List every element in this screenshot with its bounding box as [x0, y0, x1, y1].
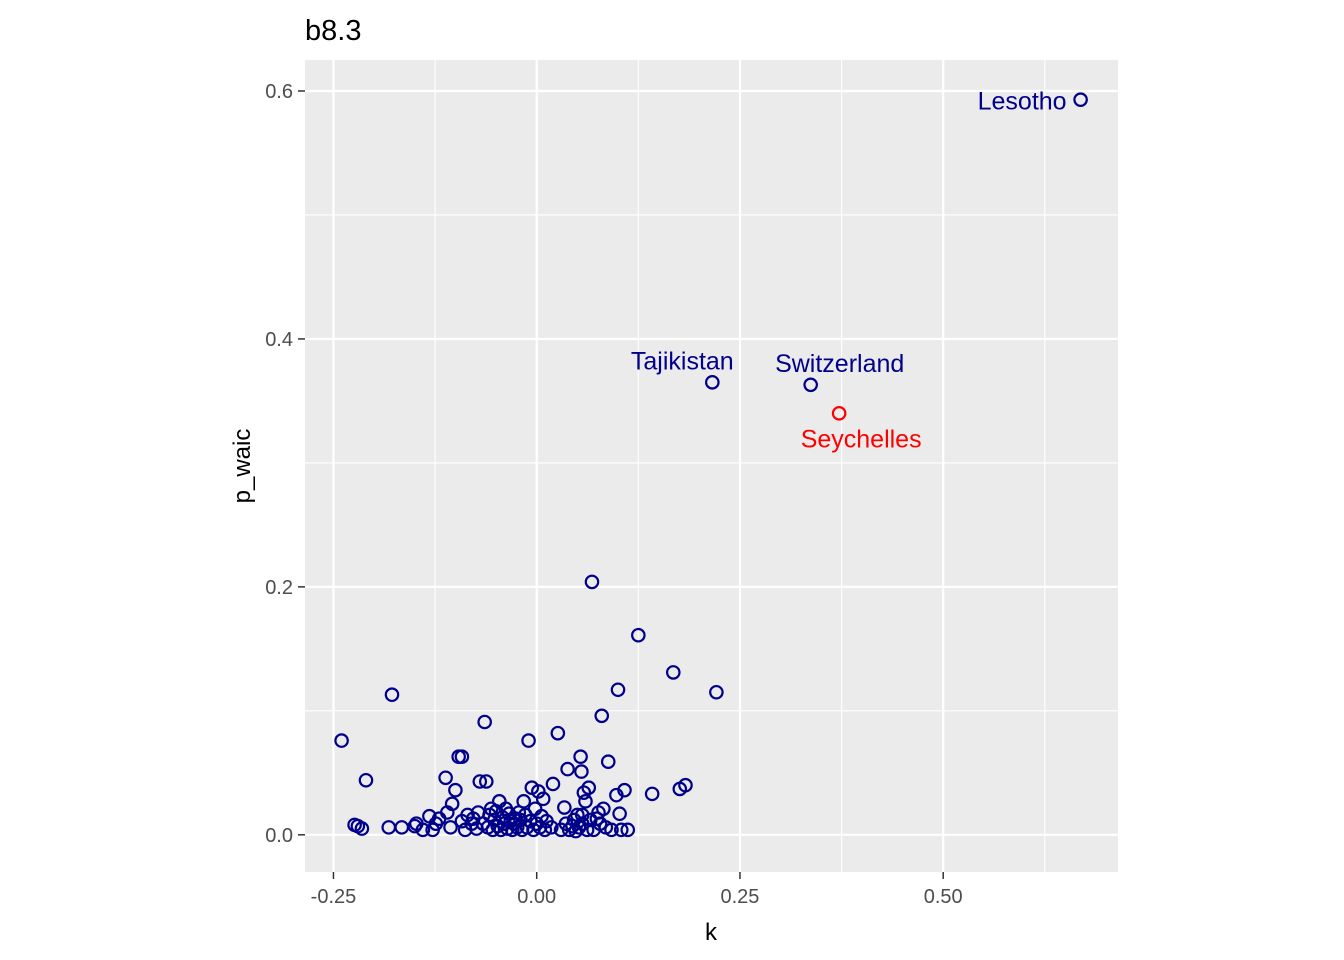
- y-tick-label: 0.2: [265, 577, 293, 599]
- data-point: [594, 708, 610, 724]
- data-point: [574, 764, 589, 779]
- data-point: [550, 725, 566, 741]
- data-point: [600, 754, 616, 769]
- data-point: [535, 791, 551, 807]
- data-point: [454, 749, 470, 765]
- data-point: [557, 800, 572, 815]
- data-point: [472, 774, 488, 789]
- data-point: [521, 733, 536, 748]
- data-point: [604, 822, 619, 838]
- data-point-switzerland: [803, 377, 818, 393]
- data-point: [354, 821, 370, 836]
- data-point: [620, 822, 636, 838]
- data-point: [560, 761, 575, 777]
- data-point: [578, 794, 593, 809]
- data-point: [478, 774, 494, 789]
- data-point: [443, 820, 458, 835]
- y-axis-title: p_waic: [229, 429, 256, 504]
- data-point: [477, 714, 492, 730]
- data-point-seychelles: [831, 406, 847, 421]
- data-point: [358, 772, 374, 788]
- data-point: [415, 822, 431, 838]
- chart-title: b8.3: [305, 15, 361, 47]
- data-point: [537, 822, 553, 838]
- data-point: [444, 796, 460, 812]
- data-point: [579, 822, 595, 838]
- x-tick-label: 0.50: [924, 886, 963, 908]
- data-point: [448, 782, 463, 798]
- data-point: [631, 627, 646, 643]
- x-axis-ticks: -0.25 0.00 0.25 0.50: [311, 872, 963, 908]
- data-points: [334, 92, 1088, 839]
- data-point: [678, 777, 693, 793]
- x-tick-label: 0.00: [517, 886, 556, 908]
- data-point: [709, 684, 724, 700]
- grid-major-lines: [305, 60, 1118, 872]
- data-point: [544, 820, 559, 835]
- plot-panel: [305, 60, 1118, 872]
- data-point: [584, 574, 600, 590]
- data-point: [612, 806, 627, 822]
- data-point: [665, 665, 681, 680]
- data-point: [644, 786, 660, 802]
- point-label-switzerland: Switzerland: [775, 350, 904, 378]
- data-point: [384, 687, 400, 703]
- point-label-lesotho: Lesotho: [978, 88, 1067, 116]
- grid-minor-lines: [305, 60, 1118, 872]
- data-point: [617, 782, 632, 798]
- data-point: [531, 784, 546, 799]
- y-tick-label: 0.4: [265, 329, 293, 351]
- x-axis-title: k: [705, 919, 718, 946]
- data-point: [516, 794, 531, 809]
- data-point: [610, 682, 626, 698]
- data-point: [613, 822, 629, 838]
- data-point: [596, 801, 611, 817]
- x-tick-label: 0.25: [720, 886, 759, 908]
- data-point-tajikistan: [705, 375, 720, 390]
- y-tick-label: 0.6: [265, 81, 293, 103]
- x-tick-label: -0.25: [311, 886, 357, 908]
- y-tick-label: 0.0: [265, 825, 293, 847]
- data-point: [438, 770, 453, 786]
- data-point: [573, 749, 588, 765]
- point-labels: Lesotho Tajikistan Switzerland Seychelles: [631, 88, 1067, 454]
- data-point-lesotho: [1073, 92, 1088, 107]
- data-point: [581, 780, 597, 796]
- y-axis-ticks: 0.0 0.2 0.4 0.6: [265, 81, 305, 847]
- data-point: [545, 776, 561, 792]
- data-point: [334, 733, 349, 748]
- point-label-seychelles: Seychelles: [801, 425, 922, 453]
- point-label-tajikistan: Tajikistan: [631, 347, 734, 375]
- data-point: [574, 807, 590, 823]
